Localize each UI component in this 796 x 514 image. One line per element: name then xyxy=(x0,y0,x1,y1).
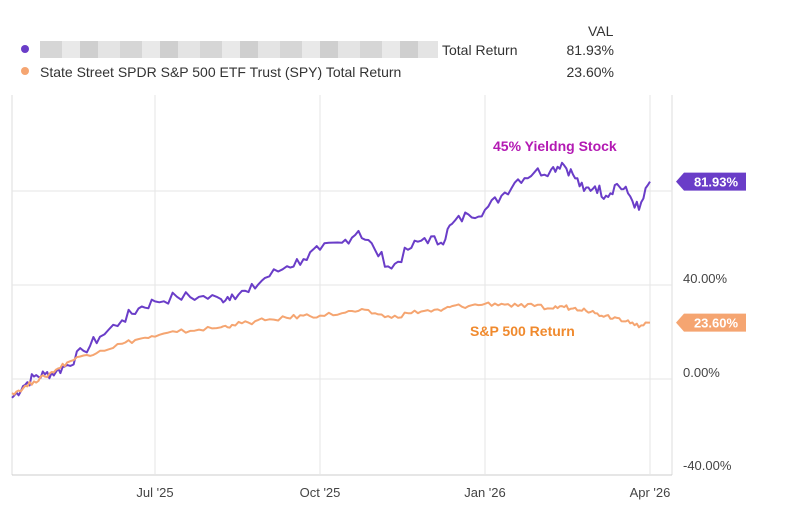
legend-dot-icon xyxy=(21,45,29,53)
legend-value-header: VAL xyxy=(588,23,614,39)
y-tick-label: -40.00% xyxy=(683,458,732,473)
end-value-badge: 81.93% xyxy=(676,172,746,191)
badge-label: 81.93% xyxy=(694,175,739,190)
legend-spy-value: 23.60% xyxy=(566,64,614,80)
badge-shape xyxy=(676,172,746,191)
badge-label: 23.60% xyxy=(694,316,739,331)
y-tick-label: 40.00% xyxy=(683,271,728,286)
x-tick-label: Jan '26 xyxy=(464,485,506,500)
y-tick-label: 0.00% xyxy=(683,365,720,380)
series-line xyxy=(11,301,650,396)
legend-dot-icon xyxy=(21,67,29,75)
redacted-stock-name xyxy=(40,41,438,58)
x-tick-label: Apr '26 xyxy=(630,485,671,500)
legend-stock-label: Total Return xyxy=(442,42,518,58)
annotation-spy: S&P 500 Return xyxy=(470,323,575,339)
chart-legend: VAL Total Return 81.93% State Street SPD… xyxy=(0,0,796,92)
x-tick-label: Jul '25 xyxy=(136,485,173,500)
end-value-badge: 23.60% xyxy=(676,313,746,332)
legend-row-stock[interactable]: Total Return 81.93% xyxy=(0,40,796,60)
legend-row-spy[interactable]: State Street SPDR S&P 500 ETF Trust (SPY… xyxy=(0,62,796,82)
legend-spy-label: State Street SPDR S&P 500 ETF Trust (SPY… xyxy=(40,64,402,80)
series-line xyxy=(11,161,651,399)
legend-stock-value: 81.93% xyxy=(566,42,614,58)
x-tick-label: Oct '25 xyxy=(300,485,341,500)
annotation-stock: 45% Yieldng Stock xyxy=(493,138,617,154)
badge-shape xyxy=(676,313,746,332)
